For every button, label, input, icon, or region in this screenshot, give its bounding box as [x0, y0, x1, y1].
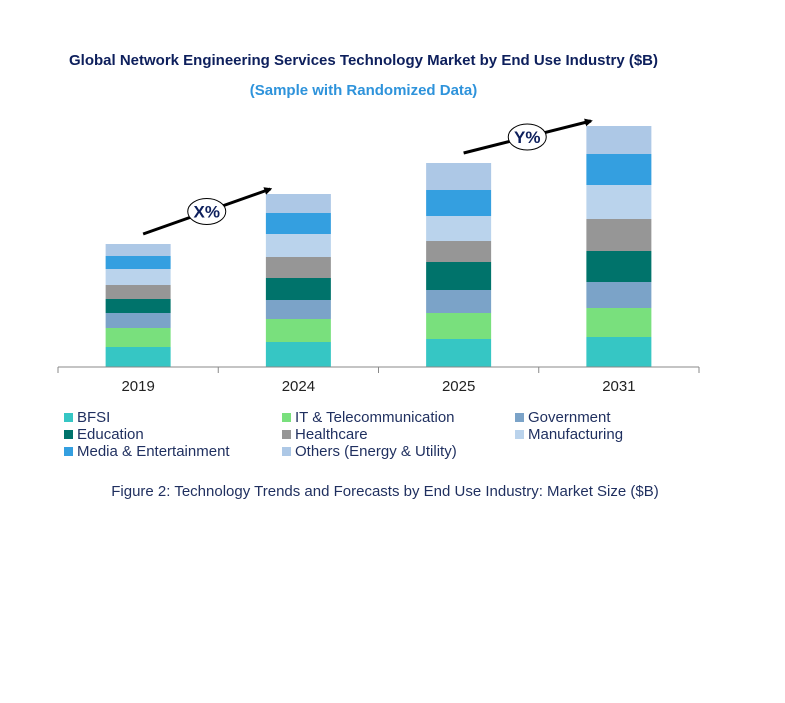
legend-item: Healthcare — [282, 426, 368, 443]
bar-segment-2025-4 — [426, 241, 492, 262]
legend-swatch — [64, 430, 73, 439]
legend-label: Education — [77, 426, 144, 443]
legend-label: BFSI — [77, 409, 111, 426]
bar-segment-2019-4 — [105, 285, 171, 299]
legend-label: IT & Telecommunication — [295, 409, 455, 426]
bar-segment-2019-7 — [105, 244, 171, 256]
bar-segment-2019-3 — [105, 299, 171, 313]
bar-segment-2024-0 — [265, 342, 331, 367]
legend-item: Manufacturing — [515, 426, 623, 443]
legend-label: Government — [528, 409, 611, 426]
bar-segment-2031-6 — [586, 154, 652, 185]
bar-segment-2024-4 — [265, 257, 331, 278]
bar-segment-2024-2 — [265, 300, 331, 319]
bar-segment-2025-3 — [426, 262, 492, 290]
legend-label: Others (Energy & Utility) — [295, 443, 457, 460]
bar-segment-2031-4 — [586, 219, 652, 251]
legend-swatch — [64, 447, 73, 456]
bar-segment-2025-7 — [426, 163, 492, 190]
bar-segment-2025-5 — [426, 216, 492, 241]
bar-segment-2025-1 — [426, 313, 492, 339]
legend-label: Healthcare — [295, 426, 368, 443]
legend-swatch — [64, 413, 73, 422]
bar-segment-2031-0 — [586, 337, 652, 367]
legend-swatch — [515, 413, 524, 422]
x-tick-label: 2024 — [282, 378, 315, 395]
growth-label: Y% — [514, 128, 540, 147]
legend-label: Manufacturing — [528, 426, 624, 443]
legend-item: Education — [64, 426, 144, 443]
legend-swatch — [282, 447, 291, 456]
legend-item: Others (Energy & Utility) — [282, 443, 457, 460]
legend-item: IT & Telecommunication — [282, 409, 455, 426]
legend-item: BFSI — [64, 409, 110, 426]
bar-segment-2031-2 — [586, 282, 652, 308]
growth-label-bubble — [187, 198, 227, 225]
x-tick-label: 2025 — [442, 378, 475, 395]
bar-segment-2031-3 — [586, 251, 652, 282]
x-tick-label: 2031 — [602, 378, 635, 395]
bar-segment-2025-2 — [426, 290, 492, 313]
legend-label: Media & Entertainment — [77, 443, 230, 460]
bar-segment-2031-1 — [586, 308, 652, 337]
growth-label-bubble — [507, 123, 547, 151]
bar-segment-2019-5 — [105, 269, 171, 285]
bar-segment-2019-1 — [105, 328, 171, 347]
legend-item: Media & Entertainment — [64, 443, 230, 460]
bar-segment-2031-5 — [586, 185, 652, 219]
bar-segment-2031-7 — [586, 126, 652, 154]
figure-caption: Figure 2: Technology Trends and Forecast… — [111, 483, 659, 500]
bar-segment-2024-7 — [265, 194, 331, 213]
x-tick-label: 2019 — [121, 378, 154, 395]
bar-segment-2019-6 — [105, 256, 171, 269]
bar-segment-2019-2 — [105, 313, 171, 328]
legend-item: Government — [515, 409, 611, 426]
legend-swatch — [282, 413, 291, 422]
chart-title: Global Network Engineering Services Tech… — [68, 52, 659, 69]
growth-label: X% — [194, 203, 220, 222]
chart-subtitle: (Sample with Randomized Data) — [249, 82, 478, 99]
bar-segment-2025-6 — [426, 190, 492, 216]
bar-segment-2019-0 — [105, 347, 171, 367]
bar-segment-2024-5 — [265, 234, 331, 257]
bar-segment-2024-3 — [265, 278, 331, 300]
legend-swatch — [282, 430, 291, 439]
bar-segment-2025-0 — [426, 339, 492, 367]
bar-segment-2024-6 — [265, 213, 331, 234]
bar-segment-2024-1 — [265, 319, 331, 342]
legend-swatch — [515, 430, 524, 439]
